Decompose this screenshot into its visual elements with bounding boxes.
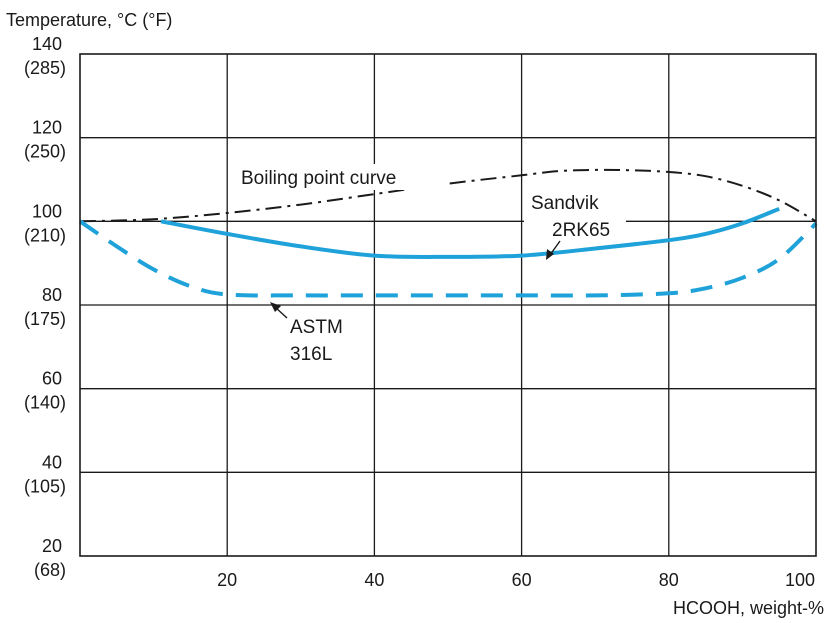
astm-label-line2: 316L [290,344,332,365]
y-tick-label-c: 140 [32,34,62,54]
y-tick-label-f: (68) [34,560,66,580]
y-tick-label-c: 100 [32,201,62,221]
y-tick-label-f: (285) [24,58,66,78]
x-tick-label: 100 [785,570,815,590]
y-axis-title: Temperature, °C (°F) [6,10,172,30]
y-tick-label-c: 80 [42,285,62,305]
sandvik-label-bg [524,186,626,242]
x-tick-label: 60 [512,570,532,590]
y-tick-label-c: 20 [42,536,62,556]
astm-leader-arrow [270,302,281,312]
y-tick-label-c: 120 [32,118,62,138]
y-tick-label-f: (250) [24,142,66,162]
x-tick-labels: 20 40 60 80 100 [217,570,815,590]
astm-label-bg [284,312,356,366]
y-tick-label-f: (175) [24,309,66,329]
y-tick-label-f: (105) [24,476,66,496]
x-tick-label: 80 [659,570,679,590]
x-tick-label: 20 [217,570,237,590]
y-tick-label-c: 60 [42,369,62,389]
y-tick-label-f: (140) [24,393,66,413]
y-tick-labels: 20 (68) 40 (105) 60 (140) 80 (175) 100 (210) 120 (2… [24,34,66,580]
sandvik-leader-arrow [546,249,554,260]
boiling-label-bg [236,164,444,190]
annotations: Boiling point curve Sandvik 2RK65 ASTM 316L [236,164,626,366]
sandvik-2rk65-curve-line [160,206,780,259]
x-axis-title: HCOOH, weight-% [673,598,824,618]
grid [80,54,816,556]
boiling-point-curve-line [79,168,817,223]
plot-frame [79,53,817,557]
boiling-point-label: Boiling point curve [241,168,396,189]
y-tick-label-c: 40 [42,452,62,472]
astm-316l-curve-line [78,219,818,298]
sandvik-label-line2: 2RK65 [552,220,610,241]
x-tick-label: 40 [364,570,384,590]
y-tick-label-f: (210) [24,225,66,245]
astm-label-line1: ASTM [290,317,343,338]
series-layer [78,168,818,298]
sandvik-label-line1: Sandvik [531,193,599,214]
